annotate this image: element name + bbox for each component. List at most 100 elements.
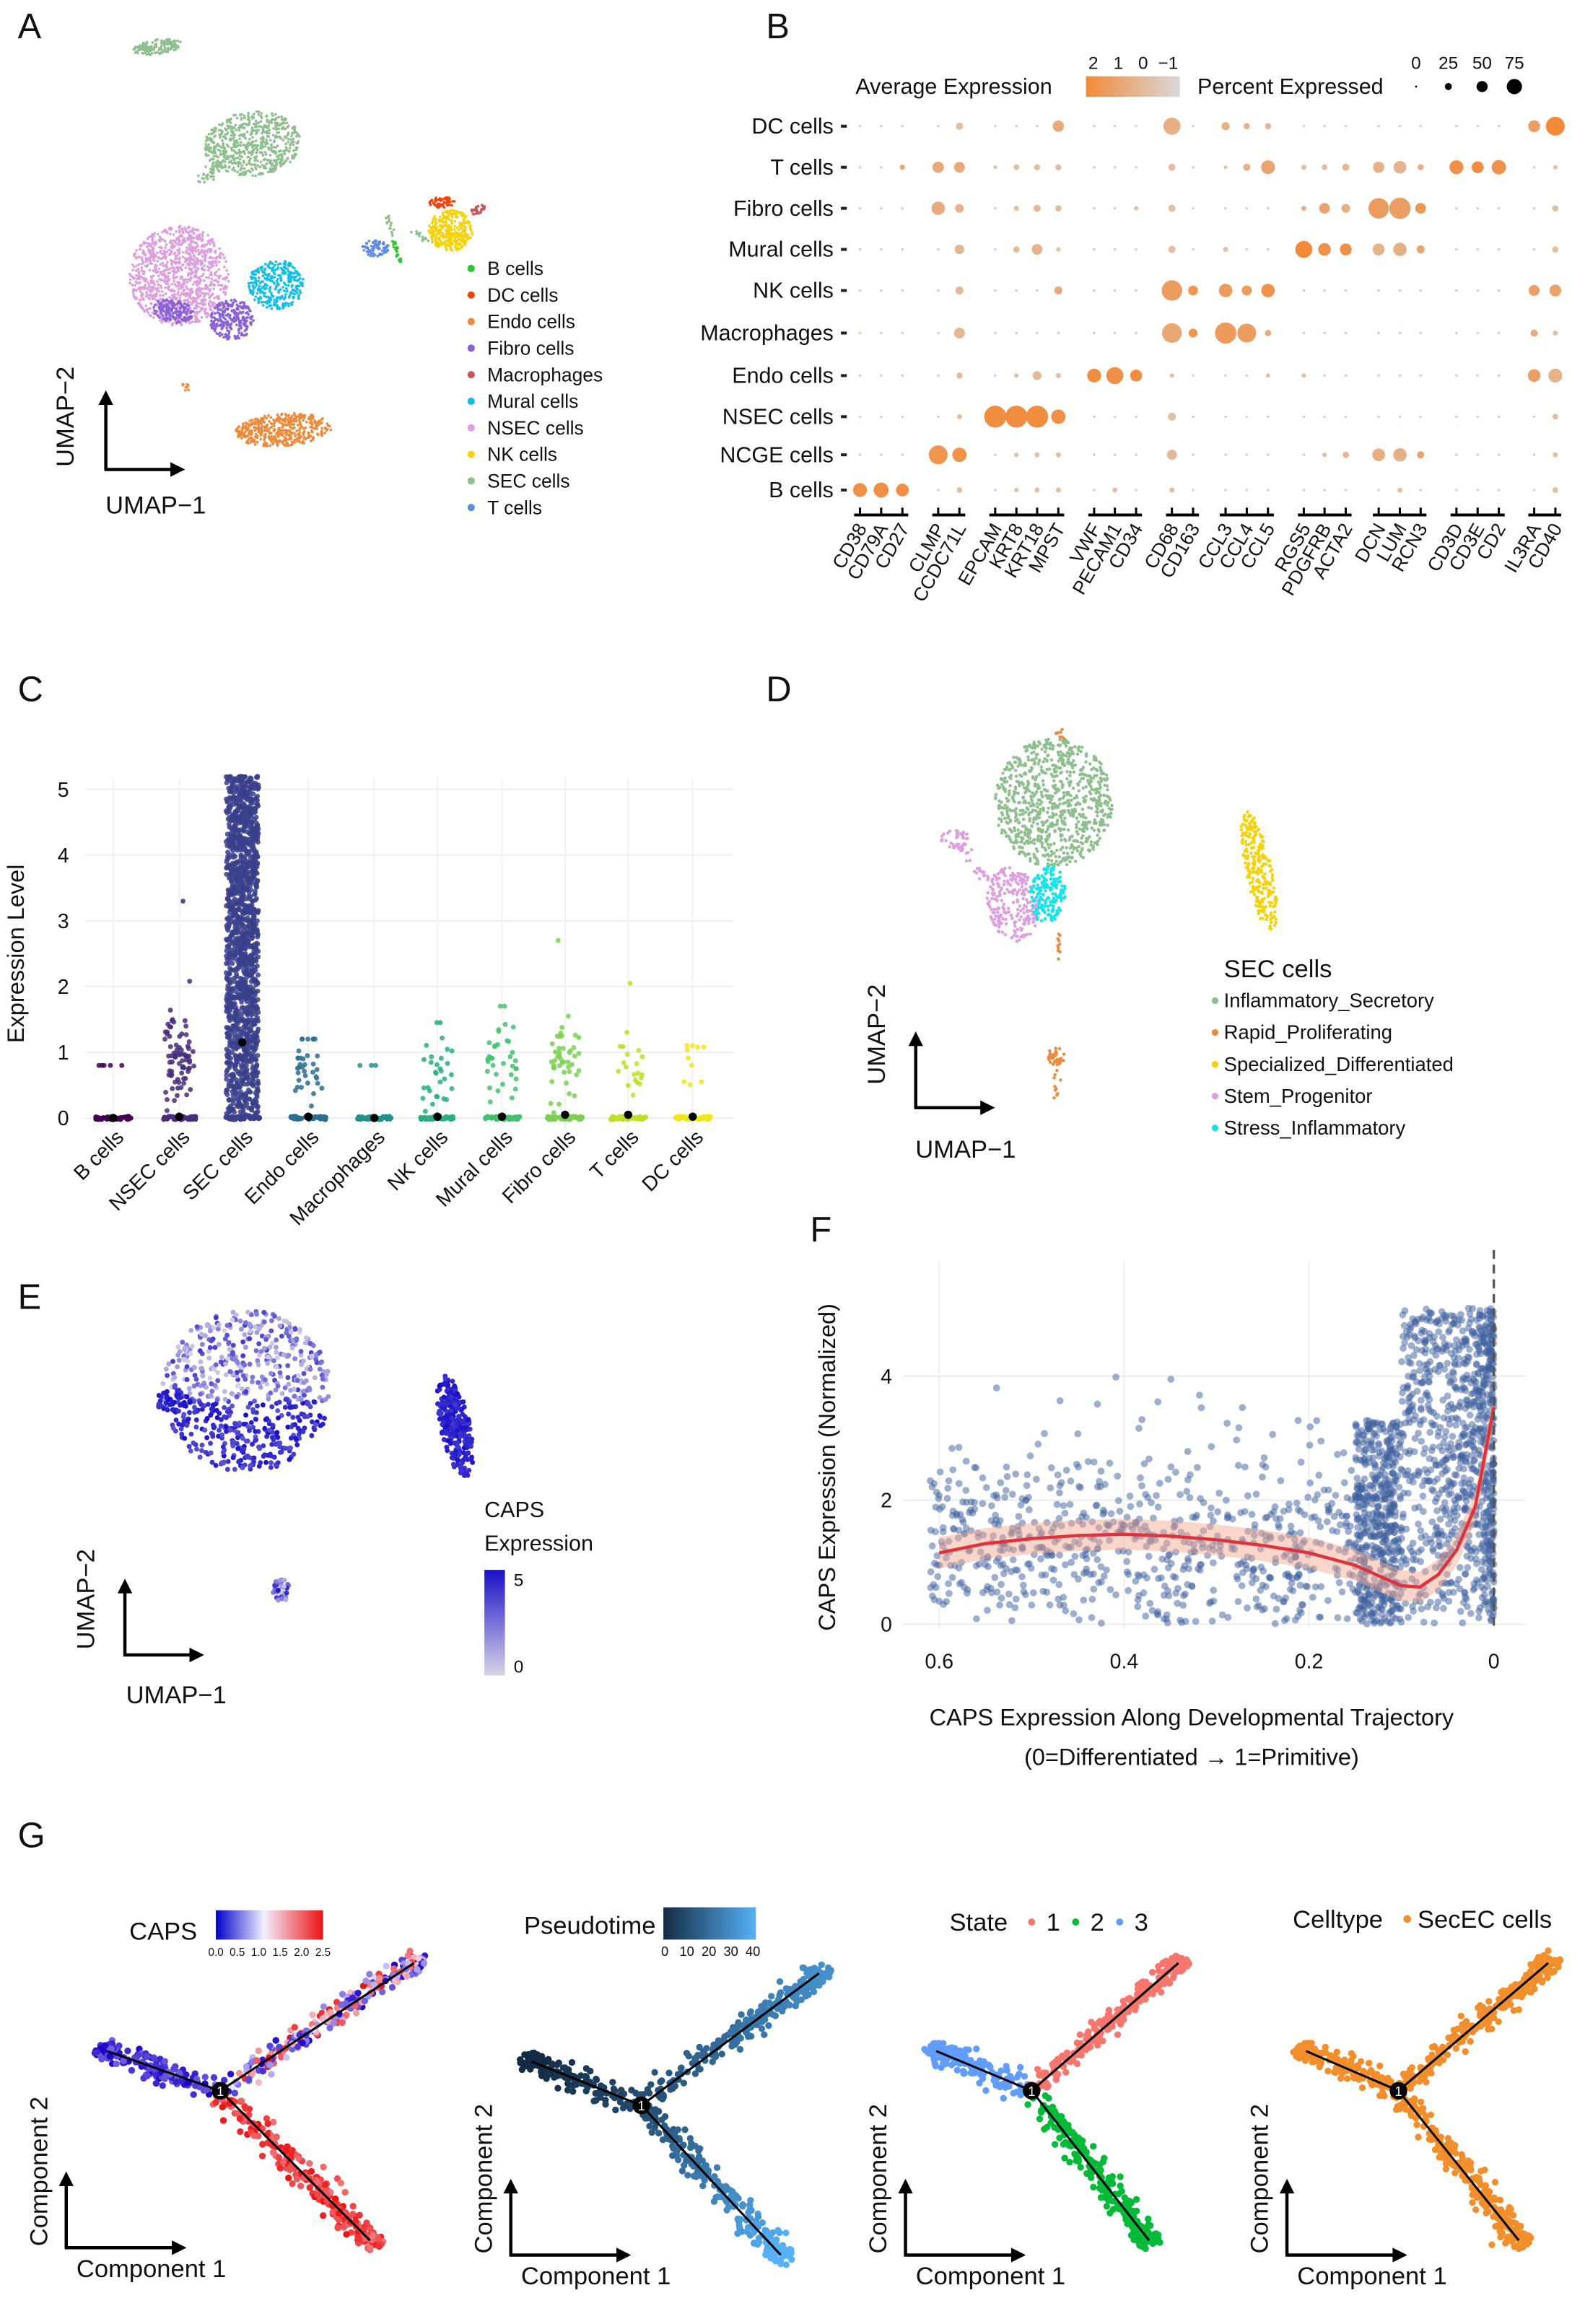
point (208, 266, 211, 270)
point (203, 180, 206, 184)
point (198, 180, 201, 183)
size-scale-tick: 50 (1472, 54, 1492, 74)
point (255, 283, 258, 287)
dot-mark (1188, 285, 1198, 296)
point (243, 333, 245, 337)
dot-mark (1476, 453, 1480, 456)
point (217, 144, 221, 148)
point (252, 440, 255, 443)
point (392, 245, 396, 249)
point (448, 211, 452, 215)
point (410, 230, 413, 234)
dot-mark (937, 125, 940, 128)
point (419, 232, 422, 235)
dot-mark (1389, 197, 1411, 219)
point (211, 302, 214, 306)
point (307, 435, 311, 439)
point (435, 243, 438, 247)
point (154, 266, 157, 270)
point (178, 307, 182, 310)
point (258, 284, 261, 288)
point (155, 271, 159, 274)
point (181, 1080, 187, 1086)
point (254, 295, 258, 298)
point (266, 276, 269, 280)
point (157, 287, 160, 290)
dot-mark (931, 201, 946, 215)
point (254, 432, 258, 436)
point (171, 322, 175, 325)
point (272, 438, 276, 442)
point (253, 443, 257, 446)
point (184, 284, 188, 288)
point (142, 45, 146, 49)
dot-mark (1416, 245, 1425, 254)
dot-mark (1419, 331, 1423, 335)
point (471, 233, 474, 236)
point (261, 127, 265, 131)
dot-mark (1398, 415, 1402, 419)
point (243, 167, 246, 170)
point (201, 292, 204, 294)
point (167, 42, 170, 45)
point (433, 224, 437, 227)
point (246, 114, 250, 118)
point (242, 422, 245, 425)
point (184, 385, 188, 389)
dot-mark (1476, 289, 1480, 292)
dot-mark (1192, 374, 1195, 377)
dot-mark (1245, 374, 1249, 377)
point (119, 1062, 125, 1068)
point (273, 421, 276, 425)
point (211, 175, 215, 178)
point (296, 424, 300, 427)
point (162, 264, 165, 267)
dot-mark (1215, 322, 1236, 344)
dot-mark (1295, 240, 1313, 258)
point (191, 227, 195, 230)
point (458, 221, 461, 224)
point (244, 136, 248, 140)
point (188, 237, 192, 241)
point (284, 271, 287, 274)
dot-mark (1455, 125, 1458, 128)
dot-mark (1057, 331, 1060, 335)
point (291, 284, 294, 287)
point (293, 292, 297, 296)
dot-mark (1224, 415, 1227, 419)
dot-mark (901, 331, 904, 335)
point (466, 221, 470, 224)
point (240, 155, 244, 158)
point (459, 239, 463, 243)
point (182, 1018, 188, 1023)
point (252, 270, 256, 273)
point (260, 141, 263, 144)
point (186, 238, 190, 242)
point (259, 437, 262, 441)
point (279, 288, 282, 291)
point (222, 304, 225, 307)
point (280, 155, 284, 158)
point (222, 253, 225, 256)
point (223, 256, 226, 259)
point (281, 304, 284, 307)
point (287, 137, 290, 141)
point (160, 301, 163, 305)
dot-mark (1455, 206, 1458, 210)
point (174, 1093, 180, 1098)
point (155, 280, 159, 283)
point (237, 173, 241, 177)
point (217, 268, 220, 271)
point (364, 245, 368, 249)
point (263, 268, 266, 271)
point (271, 134, 275, 137)
point (276, 263, 280, 266)
point (202, 272, 205, 276)
point (185, 249, 188, 253)
point (101, 1062, 107, 1068)
point (266, 428, 270, 432)
point (164, 1097, 170, 1103)
point (290, 303, 294, 307)
point (247, 281, 250, 285)
point (133, 276, 136, 279)
